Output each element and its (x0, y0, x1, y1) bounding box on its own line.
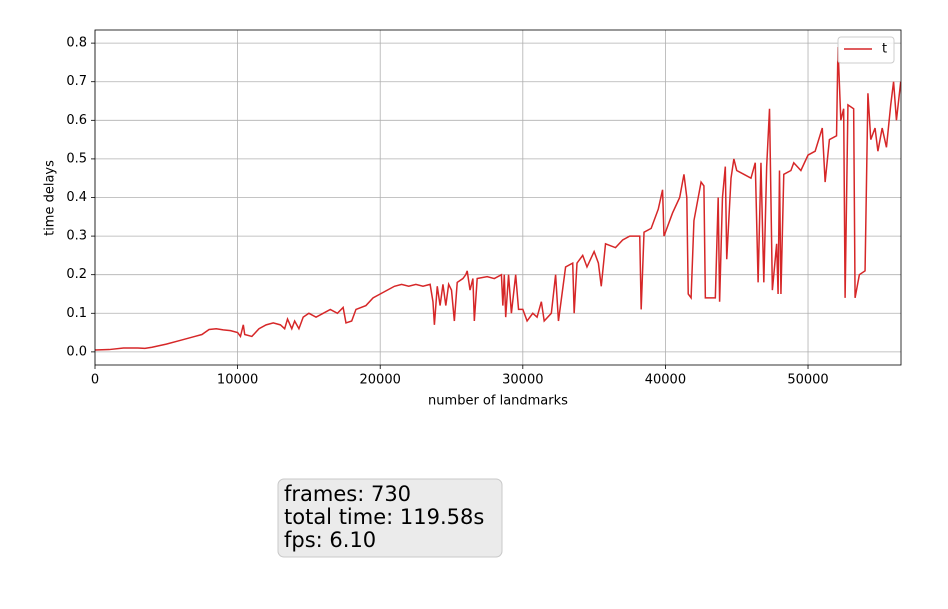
x-tick-label: 0 (91, 373, 99, 388)
y-tick-label: 0.3 (66, 229, 87, 244)
x-tick-label: 40000 (645, 373, 686, 388)
data-line (95, 46, 901, 351)
annotation-line: fps: 6.10 (284, 528, 376, 552)
y-tick-label: 0.5 (66, 151, 87, 166)
y-tick-label: 0.4 (66, 190, 87, 205)
x-tick-label: 30000 (502, 373, 543, 388)
plot-area (95, 46, 901, 351)
legend-label: t (882, 42, 887, 57)
legend: t (837, 36, 895, 64)
y-tick-label: 0.0 (66, 344, 87, 359)
x-tick-label: 50000 (787, 373, 828, 388)
annotation-line: total time: 119.58s (284, 505, 484, 529)
ticks: 0 10000 20000 30000 40000 50000 0.0 0.1 0.2 0.3 0.… (66, 36, 828, 388)
x-tick-label: 10000 (217, 373, 258, 388)
y-axis-label: time delays (43, 160, 58, 236)
x-axis-label: number of landmarks (428, 394, 568, 409)
y-tick-label: 0.1 (66, 306, 87, 321)
annotation-box (277, 478, 503, 558)
grid (94, 30, 901, 365)
x-tick-label: 20000 (360, 373, 401, 388)
y-tick-label: 0.7 (66, 74, 87, 89)
y-tick-label: 0.6 (66, 113, 87, 128)
y-tick-label: 0.8 (66, 36, 87, 51)
annotation-line: frames: 730 (284, 482, 411, 506)
y-tick-label: 0.2 (66, 267, 87, 282)
legend-box (837, 36, 895, 64)
